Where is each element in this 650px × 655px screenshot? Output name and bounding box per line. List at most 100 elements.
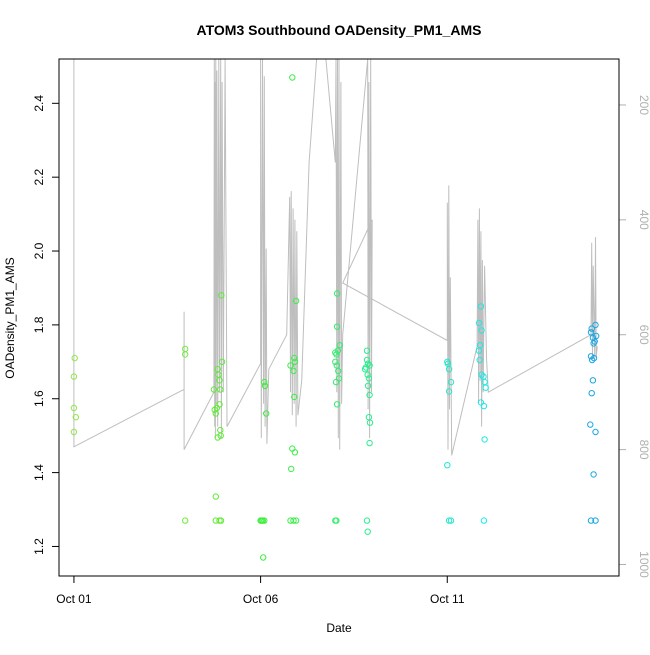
- data-point: [590, 471, 597, 478]
- data-point: [216, 377, 223, 384]
- data-point: [444, 462, 451, 469]
- data-point: [366, 362, 373, 369]
- data-point: [290, 517, 297, 524]
- y-tick-label: 1.8: [32, 316, 46, 333]
- data-point: [210, 386, 218, 393]
- data-point: [363, 356, 371, 364]
- data-point: [587, 421, 594, 428]
- data-point: [481, 436, 488, 443]
- y-axis-label: OADensity_PM1_AMS: [3, 257, 17, 378]
- data-point: [290, 367, 297, 375]
- data-point: [218, 358, 226, 365]
- data-point: [588, 390, 595, 397]
- y-tick-label: 1.6: [32, 390, 46, 407]
- data-point: [366, 419, 374, 426]
- data-point: [480, 402, 488, 410]
- point-layer: [70, 74, 600, 561]
- x-tick-label: Oct 06: [243, 592, 279, 606]
- right-axis-tick-label: 200: [637, 95, 650, 115]
- data-point: [476, 356, 483, 364]
- data-point: [182, 351, 189, 358]
- data-point: [593, 332, 600, 340]
- data-point: [333, 517, 340, 524]
- y-tick-label: 2.4: [32, 95, 46, 112]
- data-point: [334, 347, 342, 354]
- data-point: [361, 366, 369, 373]
- data-point: [70, 428, 78, 436]
- data-point: [445, 388, 453, 395]
- y-tick-label: 1.4: [32, 464, 46, 481]
- data-point: [592, 517, 599, 524]
- data-point: [363, 347, 371, 354]
- right-axis-tick-label: 800: [637, 440, 650, 460]
- data-point: [263, 410, 270, 417]
- data-point: [333, 290, 341, 297]
- y-tick-label: 2.2: [32, 169, 46, 186]
- x-tick-label: Oct 01: [56, 592, 92, 606]
- data-point: [70, 373, 78, 380]
- data-point: [475, 347, 483, 354]
- right-axis-tick-label: 600: [637, 325, 650, 345]
- data-point: [261, 382, 269, 389]
- data-point: [445, 366, 453, 373]
- data-point: [287, 362, 294, 369]
- data-point: [478, 371, 485, 378]
- data-point: [72, 414, 80, 421]
- data-point: [213, 404, 221, 412]
- data-point: [364, 371, 371, 378]
- data-point: [475, 319, 483, 327]
- chart-title: ATOM3 Southbound OADensity_PM1_AMS: [197, 22, 482, 38]
- data-point: [335, 375, 343, 382]
- right-axis-tick-label: 1000: [637, 551, 650, 578]
- x-axis-label: Date: [326, 621, 352, 635]
- plot-frame: [58, 58, 620, 577]
- data-point: [214, 434, 221, 441]
- data-point: [333, 351, 340, 358]
- data-point: [289, 74, 296, 81]
- data-point: [588, 356, 596, 364]
- data-point: [333, 401, 341, 408]
- data-point: [333, 323, 341, 330]
- data-point: [336, 342, 343, 349]
- y-tick-label: 1.2: [32, 538, 46, 555]
- data-point: [366, 391, 373, 399]
- x-tick-label: Oct 11: [430, 592, 465, 606]
- data-point: [482, 384, 489, 391]
- data-point: [364, 528, 371, 535]
- data-point: [261, 517, 268, 524]
- data-point: [587, 517, 595, 524]
- data-point: [261, 378, 268, 386]
- data-point: [70, 404, 78, 412]
- right-axis-tick-label: 400: [637, 210, 650, 230]
- data-point: [477, 303, 485, 310]
- data-point: [364, 382, 372, 389]
- data-point: [447, 517, 455, 524]
- data-point: [592, 428, 599, 436]
- data-point: [217, 386, 224, 393]
- data-point: [592, 321, 599, 329]
- data-point: [291, 393, 298, 401]
- data-point: [365, 375, 373, 382]
- data-point: [292, 297, 300, 305]
- data-point: [291, 449, 299, 456]
- data-point: [588, 325, 595, 332]
- data-point: [445, 517, 453, 524]
- data-point: [587, 329, 595, 336]
- data-point: [212, 493, 220, 500]
- data-point: [589, 377, 597, 384]
- data-point: [260, 554, 267, 561]
- data-point: [480, 517, 488, 524]
- data-point: [292, 517, 300, 524]
- data-point: [335, 367, 342, 375]
- data-point: [291, 358, 299, 365]
- data-point: [363, 517, 371, 524]
- data-point: [590, 340, 597, 347]
- data-point: [366, 439, 373, 447]
- data-point: [218, 292, 225, 299]
- data-point: [71, 354, 78, 362]
- data-point: [288, 465, 295, 473]
- y-tick-label: 2.0: [32, 242, 46, 259]
- data-point: [590, 354, 598, 362]
